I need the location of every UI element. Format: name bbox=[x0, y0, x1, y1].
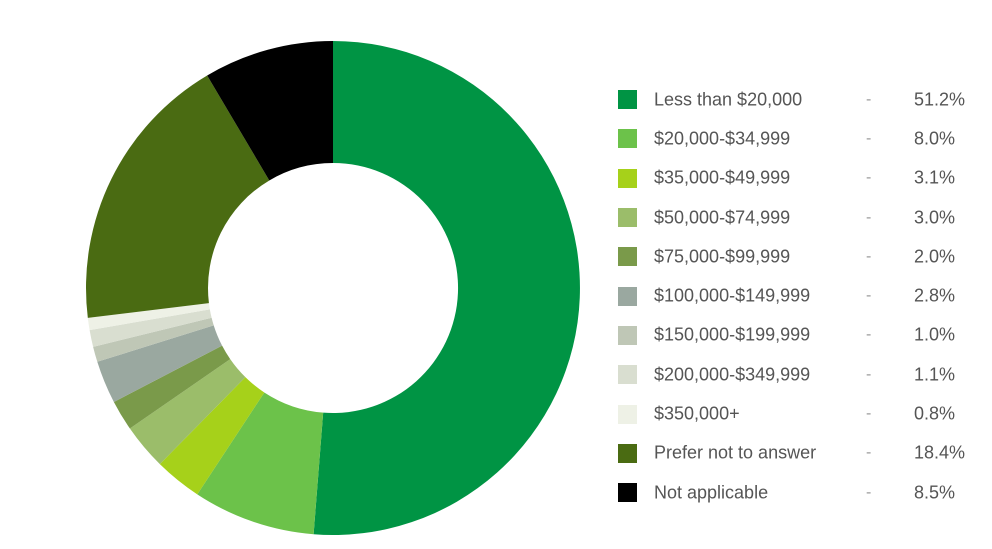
legend-label: $75,000-$99,999 bbox=[654, 246, 791, 267]
legend-separator: - bbox=[866, 247, 872, 265]
legend-separator: - bbox=[866, 444, 872, 462]
legend-item: $100,000-$149,999 - 2.8% bbox=[618, 276, 992, 315]
legend-value: 51.2% bbox=[914, 89, 966, 110]
donut-slice-5 bbox=[97, 325, 223, 402]
legend-item: Prefer not to answer - 18.4% bbox=[618, 434, 992, 473]
legend-label: $20,000-$34,999 bbox=[654, 128, 791, 149]
donut-slice-10 bbox=[207, 41, 333, 181]
legend-separator: - bbox=[866, 483, 872, 501]
legend-swatch bbox=[618, 208, 637, 228]
legend-separator: - bbox=[866, 365, 872, 383]
donut-slice-6 bbox=[93, 317, 214, 362]
legend-item: Less than $20,000 - 51.2% bbox=[618, 80, 992, 119]
legend-separator: - bbox=[866, 326, 872, 344]
donut-slice-2 bbox=[159, 377, 265, 495]
donut-slices bbox=[86, 41, 580, 535]
legend-value: 3.1% bbox=[914, 167, 956, 188]
legend-separator: - bbox=[866, 129, 872, 147]
legend-label: $100,000-$149,999 bbox=[654, 285, 811, 306]
legend-item: $50,000-$74,999 - 3.0% bbox=[618, 198, 992, 237]
donut-slice-3 bbox=[129, 359, 246, 465]
legend-value: 2.8% bbox=[914, 285, 956, 306]
donut-slice-0 bbox=[313, 41, 580, 535]
legend-item: $35,000-$49,999 - 3.1% bbox=[618, 159, 992, 198]
legend-value: 18.4% bbox=[914, 442, 966, 463]
legend-swatch bbox=[618, 365, 637, 385]
legend-swatch bbox=[618, 90, 637, 110]
legend-value: 8.0% bbox=[914, 128, 956, 149]
legend-swatch bbox=[618, 404, 637, 424]
legend-separator: - bbox=[866, 287, 872, 305]
legend-separator: - bbox=[866, 169, 872, 187]
legend-label: $150,000-$199,999 bbox=[654, 324, 811, 345]
legend-swatch bbox=[618, 129, 637, 149]
legend-swatch bbox=[618, 325, 637, 345]
legend-value: 1.1% bbox=[914, 364, 956, 385]
legend-value: 8.5% bbox=[914, 482, 956, 503]
legend-separator: - bbox=[866, 90, 872, 108]
legend-value: 2.0% bbox=[914, 246, 956, 267]
legend-item: $150,000-$199,999 - 1.0% bbox=[618, 316, 992, 355]
legend-item: $200,000-$349,999 - 1.1% bbox=[618, 355, 992, 394]
legend-swatch bbox=[618, 168, 637, 188]
legend-label: Less than $20,000 bbox=[654, 89, 803, 110]
legend-value: 1.0% bbox=[914, 324, 956, 345]
legend-value: 0.8% bbox=[914, 403, 956, 424]
legend-item: Not applicable - 8.5% bbox=[618, 473, 992, 512]
donut-slice-4 bbox=[113, 345, 231, 429]
legend-swatch bbox=[618, 247, 637, 267]
legend-label: $350,000+ bbox=[654, 403, 740, 424]
legend-value: 3.0% bbox=[914, 207, 956, 228]
legend-item: $350,000+ - 0.8% bbox=[618, 394, 992, 433]
legend-label: Prefer not to answer bbox=[654, 442, 817, 463]
legend-item: $75,000-$99,999 - 2.0% bbox=[618, 237, 992, 276]
legend-item: $20,000-$34,999 - 8.0% bbox=[618, 119, 992, 158]
donut-slice-1 bbox=[197, 392, 324, 535]
legend-swatch bbox=[618, 286, 637, 306]
chart-legend: Less than $20,000 - 51.2% $20,000-$34,999 - 8… bbox=[618, 80, 992, 512]
donut-slice-7 bbox=[89, 309, 212, 347]
legend-separator: - bbox=[866, 405, 872, 423]
donut-slice-8 bbox=[87, 303, 210, 331]
legend-label: Not applicable bbox=[654, 482, 769, 503]
legend-swatch bbox=[618, 443, 637, 463]
legend-label: $50,000-$74,999 bbox=[654, 207, 791, 228]
legend-separator: - bbox=[866, 208, 872, 226]
donut-slice-9 bbox=[86, 75, 270, 318]
legend-label: $200,000-$349,999 bbox=[654, 364, 811, 385]
legend-swatch bbox=[618, 483, 637, 503]
legend-label: $35,000-$49,999 bbox=[654, 167, 791, 188]
